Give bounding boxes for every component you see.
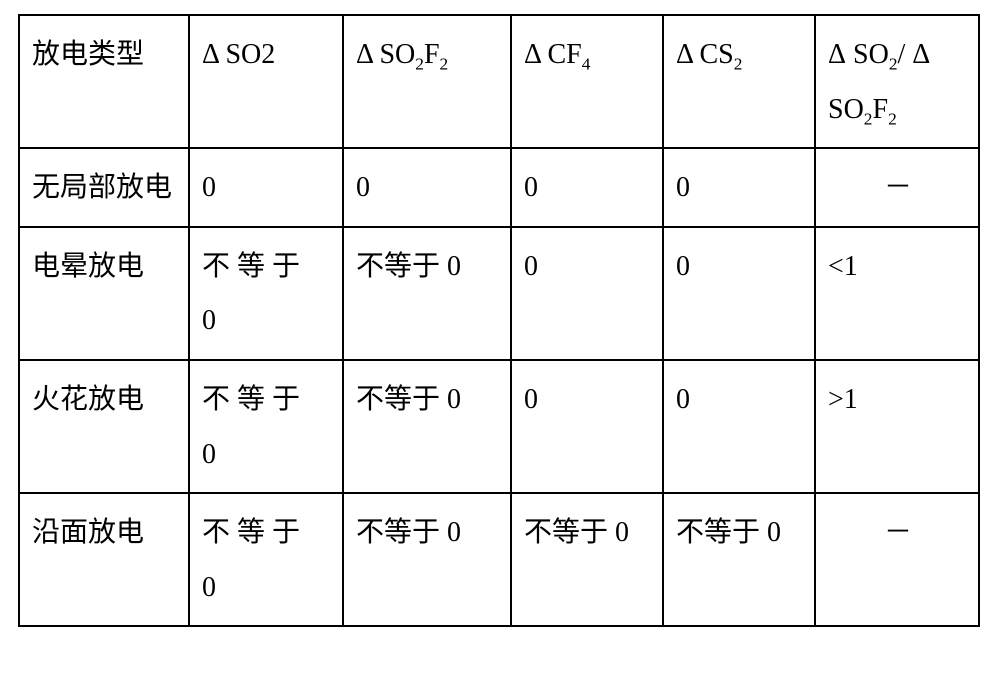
cell-ratio: <1 <box>815 227 979 360</box>
header-cell-dcf4: Δ CF4 <box>511 15 663 148</box>
table-header-row: 放电类型 Δ SO2 Δ SO2F2 Δ CF4 Δ CS2 Δ SO2/ Δ … <box>19 15 979 148</box>
chem-text: CF <box>547 39 581 70</box>
cell-dso2: 0 <box>189 148 343 227</box>
cell-text: 0 <box>202 439 216 470</box>
cell-text: 不等于 0 <box>356 384 461 415</box>
cell-text: 不等于 0 <box>524 517 629 548</box>
cell-ratio: － <box>815 148 979 227</box>
cell-dso2: 不 等 于 0 <box>189 360 343 493</box>
cell-dso2: 不 等 于 0 <box>189 493 343 626</box>
header-cell-dso2: Δ SO2 <box>189 15 343 148</box>
cell-dcf4: 0 <box>511 227 663 360</box>
delta-symbol: Δ <box>524 39 540 70</box>
cell-dcs2: 0 <box>663 148 815 227</box>
cell-text: 不等于 0 <box>676 517 781 548</box>
cell-text: <1 <box>828 251 858 282</box>
cell-text: 0 <box>524 172 538 203</box>
delta-symbol: Δ <box>356 39 372 70</box>
chem-sub: 2 <box>415 55 424 74</box>
ratio-slash: / <box>898 39 906 70</box>
chem-text: SO <box>379 39 415 70</box>
delta-symbol: Δ <box>828 39 846 70</box>
cell-text: 电晕放电 <box>32 251 144 282</box>
table-row: 火花放电 不 等 于 0 不等于 0 0 0 >1 <box>19 360 979 493</box>
cell-text: 0 <box>202 305 216 336</box>
header-cell-ratio: Δ SO2/ Δ SO2F2 <box>815 15 979 148</box>
cell-text: 不 等 于 <box>202 251 300 282</box>
cell-text: 0 <box>202 172 216 203</box>
cell-dcf4: 0 <box>511 360 663 493</box>
cell-dso2f2: 不等于 0 <box>343 227 511 360</box>
cell-text: 无局部放电 <box>32 172 172 203</box>
cell-dcf4: 0 <box>511 148 663 227</box>
cell-text: 0 <box>524 251 538 282</box>
cell-text: 0 <box>202 572 216 603</box>
table-row: 沿面放电 不 等 于 0 不等于 0 不等于 0 不等于 0 － <box>19 493 979 626</box>
cell-dso2f2: 不等于 0 <box>343 493 511 626</box>
cell-text: 不 等 于 <box>202 384 300 415</box>
chem-text: CS <box>699 39 733 70</box>
cell-dcf4: 不等于 0 <box>511 493 663 626</box>
chem-text: F <box>424 39 440 70</box>
cell-type: 无局部放电 <box>19 148 189 227</box>
header-cell-dso2f2: Δ SO2F2 <box>343 15 511 148</box>
chem-sub: 2 <box>734 55 743 74</box>
cell-type: 沿面放电 <box>19 493 189 626</box>
chem-sub: 2 <box>888 109 897 128</box>
cell-ratio: >1 <box>815 360 979 493</box>
cell-dcs2: 0 <box>663 227 815 360</box>
chem-text: F <box>872 94 888 125</box>
cell-text: 0 <box>676 384 690 415</box>
header-label: 放电类型 <box>32 39 144 70</box>
cell-type: 电晕放电 <box>19 227 189 360</box>
cell-type: 火花放电 <box>19 360 189 493</box>
delta-symbol: Δ <box>202 39 218 70</box>
cell-text: 0 <box>356 172 370 203</box>
table-row: 电晕放电 不 等 于 0 不等于 0 0 0 <1 <box>19 227 979 360</box>
chem-sub: 2 <box>440 55 449 74</box>
discharge-type-table: 放电类型 Δ SO2 Δ SO2F2 Δ CF4 Δ CS2 Δ SO2/ Δ … <box>18 14 980 627</box>
delta-symbol: Δ <box>912 39 930 70</box>
cell-text: － <box>884 517 912 548</box>
cell-text: － <box>884 172 912 203</box>
chem-text: SO2 <box>225 39 275 70</box>
cell-text: 不等于 0 <box>356 251 461 282</box>
cell-text: 0 <box>676 172 690 203</box>
chem-sub: 4 <box>582 55 591 74</box>
chem-sub: 2 <box>889 55 898 74</box>
cell-dcs2: 0 <box>663 360 815 493</box>
cell-dcs2: 不等于 0 <box>663 493 815 626</box>
cell-text: 0 <box>676 251 690 282</box>
cell-dso2f2: 不等于 0 <box>343 360 511 493</box>
chem-text: SO <box>853 39 889 70</box>
header-cell-dcs2: Δ CS2 <box>663 15 815 148</box>
cell-text: 0 <box>524 384 538 415</box>
cell-text: 不 等 于 <box>202 517 300 548</box>
cell-text: 火花放电 <box>32 384 144 415</box>
cell-ratio: － <box>815 493 979 626</box>
cell-text: 不等于 0 <box>356 517 461 548</box>
chem-text: SO <box>828 94 864 125</box>
cell-dso2: 不 等 于 0 <box>189 227 343 360</box>
header-cell-type: 放电类型 <box>19 15 189 148</box>
delta-symbol: Δ <box>676 39 692 70</box>
table-row: 无局部放电 0 0 0 0 － <box>19 148 979 227</box>
cell-text: >1 <box>828 384 858 415</box>
cell-text: 沿面放电 <box>32 517 144 548</box>
cell-dso2f2: 0 <box>343 148 511 227</box>
